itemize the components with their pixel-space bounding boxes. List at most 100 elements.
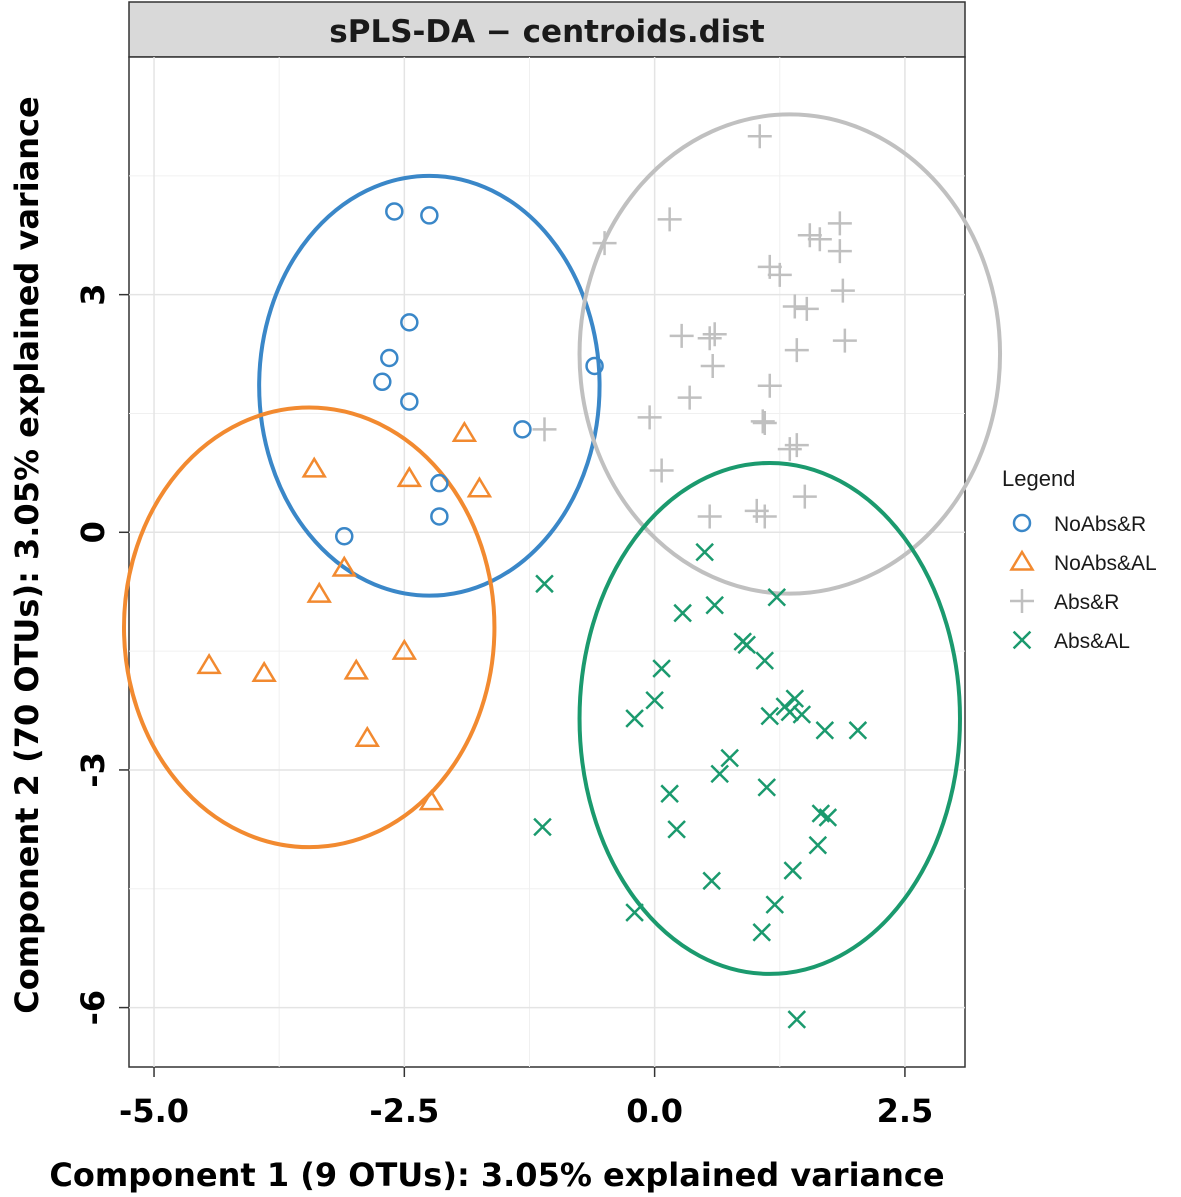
y-tick-label: 3	[74, 284, 112, 306]
point-abs-al	[818, 808, 838, 827]
point-abs-r	[752, 504, 777, 529]
point-abs-al	[815, 721, 835, 740]
point-abs-al	[645, 690, 664, 710]
point-noabs-r	[430, 507, 449, 526]
point-noabs-al	[418, 789, 445, 811]
y-tick-label: -3	[74, 752, 112, 788]
point-abs-r	[702, 322, 727, 347]
point-noabs-al	[196, 652, 222, 675]
point-abs-al	[808, 835, 828, 855]
legend-label-abs-r: Abs&R	[1054, 591, 1119, 614]
point-abs-al	[705, 595, 724, 615]
ellipse-abs-r	[577, 112, 1003, 596]
point-abs-al	[720, 748, 740, 768]
point-abs-al	[652, 659, 671, 678]
point-abs-r	[637, 405, 662, 430]
legend: Legend NoAbs&R NoAbs&AL Abs&R Abs&AL	[1002, 466, 1157, 653]
point-abs-al	[702, 871, 721, 891]
point-abs-al	[757, 778, 777, 797]
point-abs-r	[697, 504, 722, 529]
point-noabs-al	[466, 476, 493, 498]
legend-label-noabs-r: NoAbs&R	[1054, 513, 1146, 536]
point-abs-al	[752, 923, 772, 942]
point-abs-r	[757, 373, 782, 398]
point-noabs-r	[400, 313, 419, 332]
point-noabs-al	[331, 555, 357, 577]
point-abs-r	[532, 417, 557, 442]
point-abs-al	[625, 903, 644, 922]
data-points	[196, 124, 868, 1029]
grid-lines	[129, 57, 965, 1067]
point-noabs-r	[373, 372, 392, 392]
legend-marker-noabs-r	[1012, 513, 1032, 533]
point-noabs-al	[306, 581, 332, 603]
point-noabs-r	[513, 420, 532, 439]
point-abs-al	[760, 706, 780, 726]
point-abs-r	[767, 262, 792, 287]
point-noabs-r	[385, 202, 404, 221]
point-abs-r	[649, 458, 674, 483]
confidence-ellipses	[121, 112, 1003, 976]
point-abs-r	[700, 353, 725, 378]
point-noabs-al	[354, 725, 380, 748]
y-tick-label: -6	[74, 990, 112, 1026]
x-tick-label: 0.0	[626, 1092, 683, 1130]
point-abs-r	[669, 323, 694, 348]
point-abs-al	[848, 721, 868, 740]
point-abs-r	[807, 227, 832, 252]
point-abs-al	[533, 817, 552, 837]
point-abs-r	[677, 385, 702, 410]
point-noabs-al	[396, 465, 423, 488]
point-abs-r	[797, 223, 822, 248]
point-abs-r	[777, 437, 802, 462]
ellipse-abs-al	[577, 460, 962, 976]
point-abs-al	[792, 705, 812, 724]
point-noabs-r	[400, 392, 419, 411]
point-abs-r	[827, 211, 852, 236]
point-abs-al	[660, 784, 679, 803]
x-tick-label: -5.0	[119, 1092, 189, 1130]
point-abs-al	[755, 651, 775, 670]
point-abs-al	[535, 574, 554, 594]
point-noabs-r	[430, 473, 449, 493]
y-axis-label: Component 2 (70 OTUs): 3.05% explained v…	[8, 96, 46, 1013]
point-noabs-r	[380, 348, 399, 368]
point-abs-r	[784, 338, 809, 363]
legend-marker-abs-r	[1010, 589, 1034, 613]
legend-label-noabs-al: NoAbs&AL	[1054, 552, 1157, 575]
y-tick-label: 0	[74, 521, 112, 543]
point-abs-al	[767, 587, 787, 607]
point-noabs-al	[301, 456, 327, 478]
point-abs-r	[697, 326, 722, 351]
point-abs-r	[750, 409, 775, 434]
point-abs-r	[830, 278, 855, 303]
x-tick-label: 2.5	[877, 1092, 934, 1130]
plot-panel	[128, 56, 966, 1068]
point-abs-r	[827, 239, 852, 264]
x-axis-label: Component 1 (9 OTUs): 3.05% explained va…	[49, 1156, 944, 1194]
point-abs-al	[673, 603, 692, 623]
point-abs-r	[657, 207, 682, 232]
legend-marker-abs-al	[1012, 630, 1032, 650]
legend-label-abs-al: Abs&AL	[1054, 630, 1130, 653]
legend-title: Legend	[1002, 466, 1075, 491]
x-tick-label: -2.5	[369, 1092, 439, 1130]
point-abs-r	[782, 294, 807, 319]
point-abs-al	[785, 689, 805, 708]
point-abs-al	[787, 1010, 807, 1029]
point-abs-r	[592, 231, 617, 256]
ellipse-noabs-r	[257, 173, 602, 598]
point-noabs-r	[585, 356, 604, 376]
point-abs-r	[752, 410, 777, 435]
point-noabs-r	[420, 206, 439, 225]
ellipse-noabs-al	[121, 405, 497, 850]
point-noabs-al	[251, 660, 277, 683]
point-abs-r	[832, 328, 857, 353]
point-noabs-al	[391, 638, 418, 660]
point-noabs-al	[451, 420, 478, 443]
axes: -5.0 -2.5 0.0 2.5 -6 -3 0 3	[74, 284, 933, 1130]
legend-marker-noabs-al	[1009, 549, 1035, 571]
point-abs-al	[765, 895, 785, 914]
point-abs-al	[783, 861, 803, 880]
